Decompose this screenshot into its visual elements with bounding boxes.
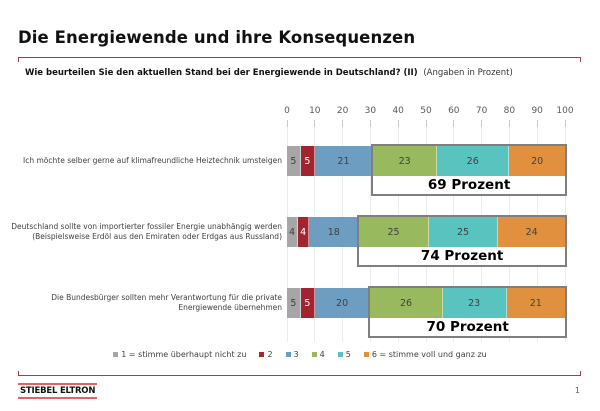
question-line: Wie beurteilen Sie den aktuellen Stand b… — [25, 68, 513, 78]
bar-segment-rating-6: 24 — [498, 217, 565, 247]
majority-percent-label: 74 Prozent — [359, 247, 565, 265]
legend-item: 4 — [311, 350, 325, 359]
bottom-red-bracket — [18, 371, 581, 376]
category-label: Deutschland sollte von importierter foss… — [8, 217, 282, 247]
top-red-bracket — [18, 57, 581, 62]
slide-title: Die Energiewende und ihre Konsequenzen — [18, 28, 416, 47]
bar-row: 5 5 21 23 26 20 — [287, 146, 565, 176]
category-label-line: Deutschland sollte von importierter foss… — [11, 221, 282, 231]
x-axis-tick-label: 100 — [556, 106, 574, 116]
legend-color-swatch — [113, 352, 119, 357]
x-axis-tick-label: 30 — [364, 106, 377, 116]
axis-tick-mark — [508, 120, 510, 127]
x-axis-tick-label: 20 — [336, 106, 349, 116]
axis-tick-mark — [481, 120, 483, 127]
page-number: 1 — [574, 386, 580, 395]
legend-item: 5 — [337, 350, 351, 359]
legend-color-swatch — [337, 352, 343, 357]
bar-segment-rating-3: 20 — [314, 288, 371, 318]
axis-tick-mark — [397, 120, 399, 127]
x-axis-tick-label: 60 — [448, 106, 460, 116]
legend-color-swatch — [259, 352, 265, 357]
bar-segment-rating-5: 26 — [437, 146, 510, 176]
legend-item: 3 — [285, 350, 299, 359]
bar-row: 5 5 20 26 23 21 — [287, 288, 565, 318]
axis-tick-mark — [425, 120, 427, 127]
bar-segment-rating-4: 23 — [373, 146, 438, 176]
question-note: (Angaben in Prozent) — [423, 68, 513, 78]
category-label-line: Energiewende übernehmen — [178, 303, 282, 312]
bar-segment-rating-4: 26 — [370, 288, 443, 318]
bar-segment-rating-4: 25 — [359, 217, 429, 247]
bar-segment-rating-5: 25 — [428, 217, 499, 247]
legend-label: 6 = stimme voll und ganz zu — [371, 350, 487, 359]
legend-color-swatch — [285, 352, 291, 357]
axis-tick-mark — [342, 120, 344, 127]
category-label-line: Ich möchte selber gerne auf klimafreundl… — [23, 155, 282, 165]
question-text: Wie beurteilen Sie den aktuellen Stand b… — [25, 68, 418, 78]
x-axis-tick-label: 90 — [531, 106, 543, 116]
bar-segment-rating-6: 21 — [506, 288, 565, 318]
bar-row: 4 4 18 25 25 24 — [287, 217, 565, 247]
x-axis-tick-label: 40 — [392, 106, 404, 116]
legend-color-swatch — [363, 352, 369, 357]
bar-segment-rating-5: 23 — [442, 288, 507, 318]
axis-tick-mark — [536, 120, 538, 127]
bar-segment-rating-1: 5 — [287, 146, 301, 176]
legend-item: 6 = stimme voll und ganz zu — [363, 350, 487, 359]
bar-segment-rating-1: 4 — [287, 217, 299, 247]
category-label: Die Bundesbürger sollten mehr Verantwort… — [8, 288, 282, 318]
legend-label: 4 — [319, 350, 325, 359]
majority-callout-box: 74 Prozent — [357, 215, 567, 267]
bar-segment-rating-2: 4 — [298, 217, 310, 247]
chart-legend: 1 = stimme überhaupt nicht zu 2 3 4 5 6 = sti… — [0, 350, 600, 359]
legend-item: 1 = stimme überhaupt nicht zu — [113, 350, 246, 359]
bar-segment-rating-3: 18 — [309, 217, 360, 247]
legend-color-swatch — [311, 352, 317, 357]
category-label: Ich möchte selber gerne auf klimafreundl… — [8, 146, 282, 176]
x-axis-tick-label: 70 — [475, 106, 488, 116]
axis-tick-mark — [314, 120, 316, 127]
legend-item: 2 — [259, 350, 273, 359]
axis-tick-mark — [286, 120, 288, 127]
axis-tick-mark — [369, 120, 371, 127]
axis-tick-mark — [564, 120, 566, 127]
category-label-line: Die Bundesbürger sollten mehr Verantwort… — [51, 292, 282, 302]
x-axis-tick-label: 80 — [503, 106, 516, 116]
bar-segment-rating-2: 5 — [300, 146, 315, 176]
x-axis-tick-label: 50 — [420, 106, 432, 116]
bar-segment-rating-3: 21 — [314, 146, 374, 176]
bar-segment-rating-6: 20 — [509, 146, 565, 176]
x-axis-tick-label: 0 — [284, 106, 290, 116]
legend-label: 2 — [267, 350, 273, 359]
majority-percent-label: 70 Prozent — [370, 318, 565, 336]
axis-tick-mark — [453, 120, 455, 127]
legend-label: 5 — [345, 350, 351, 359]
category-label-line: (Beispielsweise Erdöl aus den Emiraten o… — [32, 232, 282, 241]
legend-label: 3 — [293, 350, 299, 359]
legend-label: 1 = stimme überhaupt nicht zu — [121, 350, 247, 359]
majority-callout-box: 70 Prozent — [368, 286, 567, 338]
bar-segment-rating-2: 5 — [300, 288, 315, 318]
majority-percent-label: 69 Prozent — [373, 176, 565, 194]
x-axis-tick-label: 10 — [309, 106, 321, 116]
stiebel-eltron-logo: STIEBEL ELTRON — [18, 383, 98, 399]
majority-callout-box: 69 Prozent — [371, 144, 567, 196]
bar-segment-rating-1: 5 — [287, 288, 301, 318]
